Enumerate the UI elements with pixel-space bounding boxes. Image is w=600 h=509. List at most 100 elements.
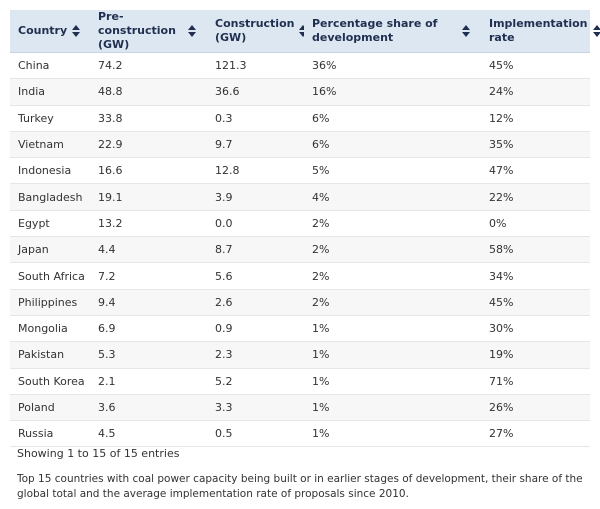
table-cell-percentage-share: 36%	[304, 52, 481, 80]
table-cell-percentage-share: 1%	[304, 368, 481, 395]
table-cell-percentage-share: 1%	[304, 394, 481, 422]
table-cell-country: Poland	[10, 394, 90, 422]
table-cell-country: Egypt	[10, 210, 90, 238]
table-cell-construction: 2.6	[207, 289, 304, 316]
table-cell-construction: 8.7	[207, 236, 304, 264]
table-cell-implementation-rate: 30%	[481, 315, 590, 343]
table-cell-pre-construction: 16.6	[90, 157, 207, 185]
table-cell-implementation-rate: 0%	[481, 210, 590, 238]
column-header-construction[interactable]: Construction (GW)	[207, 10, 308, 53]
table-cell-implementation-rate: 45%	[481, 289, 590, 316]
sort-icon[interactable]	[71, 24, 81, 38]
table-cell-country: Vietnam	[10, 131, 90, 159]
data-table-container: Country Pre-construction (GW) Construction…	[10, 10, 600, 448]
table-cell-country: Philippines	[10, 289, 90, 316]
column-header-inner: Pre-construction (GW)	[98, 10, 199, 52]
column-header-country[interactable]: Country	[10, 10, 90, 53]
table-cell-percentage-share: 4%	[304, 183, 481, 211]
table-row: Pakistan 5.3 2.3 1% 19%	[10, 341, 590, 369]
column-header-label: Implementation rate	[489, 17, 588, 44]
table-cell-implementation-rate: 27%	[481, 420, 590, 448]
table-row: Turkey 33.8 0.3 6% 12%	[10, 105, 590, 132]
table-cell-country: South Korea	[10, 368, 90, 395]
table-cell-pre-construction: 13.2	[90, 210, 207, 238]
table-cell-percentage-share: 2%	[304, 262, 481, 290]
table-cell-country: Mongolia	[10, 315, 90, 343]
table-header: Country Pre-construction (GW) Construction…	[10, 10, 600, 53]
table-cell-pre-construction: 33.8	[90, 105, 207, 132]
table-cell-construction: 36.6	[207, 78, 304, 106]
table-cell-country: Japan	[10, 236, 90, 264]
table-cell-construction: 3.9	[207, 183, 304, 211]
table-cell-pre-construction: 4.4	[90, 236, 207, 264]
table-row: Japan 4.4 8.7 2% 58%	[10, 236, 590, 264]
sort-icon[interactable]	[592, 24, 600, 38]
table-cell-country: Pakistan	[10, 341, 90, 369]
table-cell-percentage-share: 1%	[304, 315, 481, 343]
table-cell-percentage-share: 16%	[304, 78, 481, 106]
table-cell-construction: 5.2	[207, 368, 304, 395]
column-header-implementation-rate[interactable]: Implementation rate	[481, 10, 600, 53]
table-cell-construction: 12.8	[207, 157, 304, 185]
column-header-label: Pre-construction (GW)	[98, 10, 176, 51]
table-cell-pre-construction: 3.6	[90, 394, 207, 422]
column-header-percentage-share[interactable]: Percentage share of development	[304, 10, 481, 53]
table-caption: Top 15 countries with coal power capacit…	[17, 473, 583, 500]
table-row: Mongolia 6.9 0.9 1% 30%	[10, 315, 590, 343]
column-header-label: Percentage share of development	[312, 17, 438, 44]
table-cell-construction: 0.5	[207, 420, 304, 448]
column-header-inner: Implementation rate	[489, 17, 600, 45]
table-row: South Africa 7.2 5.6 2% 34%	[10, 262, 590, 290]
table-cell-implementation-rate: 22%	[481, 183, 590, 211]
table-cell-pre-construction: 19.1	[90, 183, 207, 211]
table-cell-pre-construction: 4.5	[90, 420, 207, 448]
table-cell-pre-construction: 74.2	[90, 52, 207, 80]
table-cell-construction: 0.3	[207, 105, 304, 132]
table-cell-country: Indonesia	[10, 157, 90, 185]
table-cell-construction: 121.3	[207, 52, 304, 80]
column-header-pre-construction[interactable]: Pre-construction (GW)	[90, 10, 207, 53]
table-cell-percentage-share: 6%	[304, 131, 481, 159]
table-cell-pre-construction: 2.1	[90, 368, 207, 395]
table-cell-construction: 9.7	[207, 131, 304, 159]
table-cell-implementation-rate: 19%	[481, 341, 590, 369]
table-cell-percentage-share: 1%	[304, 341, 481, 369]
header-row: Country Pre-construction (GW) Construction…	[10, 10, 600, 53]
table-row: Indonesia 16.6 12.8 5% 47%	[10, 157, 590, 185]
table-cell-percentage-share: 2%	[304, 289, 481, 316]
table-row: Poland 3.6 3.3 1% 26%	[10, 394, 590, 422]
table-row: China 74.2 121.3 36% 45%	[10, 52, 590, 80]
table-cell-country: Turkey	[10, 105, 90, 132]
table-cell-country: Russia	[10, 420, 90, 448]
table-cell-construction: 2.3	[207, 341, 304, 369]
table-cell-pre-construction: 7.2	[90, 262, 207, 290]
table-body: China 74.2 121.3 36% 45% India 48.8 36.6 16% 24% T…	[10, 52, 590, 448]
table-row: South Korea 2.1 5.2 1% 71%	[10, 368, 590, 395]
table-cell-country: India	[10, 78, 90, 106]
sort-icon[interactable]	[461, 24, 471, 38]
table-cell-country: South Africa	[10, 262, 90, 290]
table-row: Vietnam 22.9 9.7 6% 35%	[10, 131, 590, 159]
table-cell-country: China	[10, 52, 90, 80]
column-header-inner: Country	[18, 24, 82, 38]
table-cell-implementation-rate: 58%	[481, 236, 590, 264]
table-cell-pre-construction: 5.3	[90, 341, 207, 369]
table-cell-pre-construction: 9.4	[90, 289, 207, 316]
sort-icon[interactable]	[187, 24, 197, 38]
table-cell-construction: 0.0	[207, 210, 304, 238]
table-cell-country: Bangladesh	[10, 183, 90, 211]
table-row: Russia 4.5 0.5 1% 27%	[10, 420, 590, 448]
table-cell-implementation-rate: 24%	[481, 78, 590, 106]
data-table: Country Pre-construction (GW) Construction…	[10, 10, 600, 448]
table-row: India 48.8 36.6 16% 24%	[10, 78, 590, 106]
table-cell-percentage-share: 2%	[304, 236, 481, 264]
table-cell-pre-construction: 6.9	[90, 315, 207, 343]
table-cell-implementation-rate: 45%	[481, 52, 590, 80]
table-cell-implementation-rate: 71%	[481, 368, 590, 395]
table-cell-implementation-rate: 34%	[481, 262, 590, 290]
table-cell-percentage-share: 6%	[304, 105, 481, 132]
table-row: Philippines 9.4 2.6 2% 45%	[10, 289, 590, 316]
table-cell-pre-construction: 48.8	[90, 78, 207, 106]
column-header-inner: Percentage share of development	[312, 17, 473, 45]
column-header-inner: Construction (GW)	[215, 17, 308, 45]
